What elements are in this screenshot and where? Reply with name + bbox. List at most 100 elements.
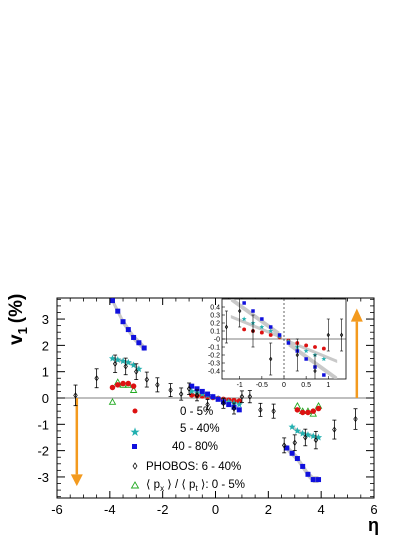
- data-point-square: [210, 394, 216, 400]
- legend-entry-peripheral: 40 - 80%: [132, 441, 218, 453]
- x-axis-title: η: [368, 515, 379, 535]
- data-point-diamond: [112, 360, 118, 367]
- data-point-star: [314, 433, 323, 441]
- legend-label-px: ⟨ px ⟩ / ⟨ pt ⟩: 0 - 5%: [146, 478, 245, 493]
- inset-x-tick-label: 0.5: [301, 382, 311, 389]
- inset-data-point-diamond: [326, 332, 330, 338]
- inset-data-point-star: [259, 324, 265, 330]
- legend-entry-midcentral: ★ 5 - 40%: [130, 423, 220, 439]
- data-point-diamond: [303, 434, 308, 441]
- data-point-diamond: [231, 405, 237, 412]
- legend-entry-px: ⟨ px ⟩ / ⟨ pt ⟩: 0 - 5%: [130, 478, 245, 493]
- marker-layer: [73, 298, 358, 483]
- legend-label-px-sub2: t: [195, 484, 198, 493]
- data-point-square: [131, 334, 137, 340]
- legend-label-central: 0 - 5%: [180, 406, 213, 418]
- legend-marker-star: ★: [130, 425, 141, 439]
- data-point-diamond: [258, 406, 263, 413]
- legend-marker-diamond: [132, 462, 138, 470]
- data-point-square: [289, 450, 295, 456]
- inset-data-point-star: [303, 348, 309, 354]
- inset-x-tick-label: 0: [282, 382, 286, 389]
- data-point-square: [136, 340, 142, 346]
- inset-data-point-diamond: [238, 308, 242, 314]
- inset-data-point-diamond: [339, 332, 344, 338]
- data-point-square: [120, 319, 126, 325]
- x-tick-label: 0: [212, 502, 219, 517]
- inset-y-tick-label: 0.1: [210, 329, 220, 336]
- legend-label-px-sub1: x: [160, 484, 164, 493]
- data-point-star: [225, 398, 233, 405]
- x-tick-label: -6: [51, 502, 63, 517]
- data-point-diamond: [134, 368, 139, 375]
- inset-data-point-diamond: [251, 328, 255, 334]
- x-tick-label: -2: [157, 502, 169, 517]
- legend-entry-central: 0 - 5%: [132, 406, 213, 418]
- inset-data-point-square: [260, 317, 264, 321]
- data-point-square: [141, 345, 147, 351]
- inset-data-point-circle: [242, 327, 247, 332]
- data-point-diamond: [313, 436, 319, 444]
- inset-x-tick-label: -1: [237, 382, 243, 389]
- inset-y-tick-label: -0.4: [208, 369, 220, 376]
- inset-marker-layer: [224, 299, 344, 379]
- data-point-diamond: [271, 408, 276, 415]
- inset-data-point-square: [277, 333, 282, 337]
- legend: 0 - 5% ★ 5 - 40% 40 - 80% PHOBOS: 6 - 40…: [130, 406, 245, 493]
- data-point-star: [293, 427, 301, 434]
- data-point-circle: [315, 405, 322, 412]
- band-peripheral-right: [286, 444, 319, 483]
- data-point-star: [288, 423, 296, 430]
- inset-y-tick-label: -0.2: [208, 353, 220, 360]
- y-axis-title-sub: 1: [15, 327, 30, 334]
- y-axis-title-unit: (%): [6, 294, 27, 324]
- legend-label-midcentral: 5 - 40%: [180, 423, 220, 435]
- y-axis: -3 -2 -1 0 1 2 3: [37, 298, 374, 498]
- data-point-star: [188, 387, 196, 395]
- data-point-triangle: [129, 386, 138, 393]
- legend-label-px-part2: ⟩ / ⟨ p: [164, 478, 195, 491]
- y-axis-title: v1 (%): [6, 294, 30, 345]
- inset-data-point-square: [251, 309, 255, 313]
- inset-data-point-diamond: [269, 356, 273, 362]
- inset-data-point-diamond: [295, 352, 299, 358]
- data-point-diamond: [239, 393, 245, 400]
- inset-panel: -1 -0.5 0 0.5 1 -0.4-0.3-0.2-0.1-00.10.20.30.…: [208, 298, 347, 390]
- inset-band-midcentral-right: [288, 339, 338, 363]
- inset-axes: -1 -0.5 0 0.5 1 -0.4-0.3-0.2-0.1-00.10.20.30.…: [208, 305, 330, 390]
- inset-data-point-star: [268, 328, 274, 334]
- inset-data-point-circle: [304, 343, 309, 348]
- data-point-circle: [130, 383, 137, 389]
- inset-data-point-star: [285, 338, 291, 344]
- data-point-diamond: [168, 386, 173, 394]
- legend-marker-circle: [132, 408, 138, 414]
- y-tick-label: -3: [37, 470, 49, 485]
- data-point-star: [304, 431, 312, 438]
- data-point-star: [119, 357, 127, 365]
- data-point-square: [226, 402, 232, 408]
- data-point-diamond: [332, 426, 337, 433]
- inset-y-tick-label: 0.4: [210, 305, 220, 312]
- inset-data-point-diamond: [224, 324, 229, 330]
- data-point-square: [125, 327, 131, 333]
- data-point-star: [235, 400, 243, 408]
- data-point-circle: [109, 384, 116, 391]
- data-point-star: [135, 365, 143, 373]
- data-point-diamond: [186, 385, 192, 392]
- y-tick-label: 1: [42, 365, 49, 380]
- legend-label-phobos: PHOBOS: 6 - 40%: [146, 461, 241, 473]
- data-point-circle: [299, 409, 306, 416]
- inset-y-tick-label: 0.2: [210, 321, 220, 328]
- legend-marker-triangle: [130, 481, 140, 489]
- data-point-square: [310, 477, 316, 483]
- data-point-square: [205, 391, 211, 397]
- inset-data-point-circle: [321, 346, 326, 351]
- data-point-circle: [115, 382, 121, 388]
- data-point-square: [294, 456, 300, 462]
- x-tick-label: -4: [104, 502, 116, 517]
- inset-data-point-square: [268, 325, 273, 329]
- inset-data-point-star: [321, 356, 327, 362]
- data-point-diamond: [178, 390, 184, 398]
- data-point-diamond: [123, 363, 128, 370]
- data-point-diamond: [194, 392, 200, 399]
